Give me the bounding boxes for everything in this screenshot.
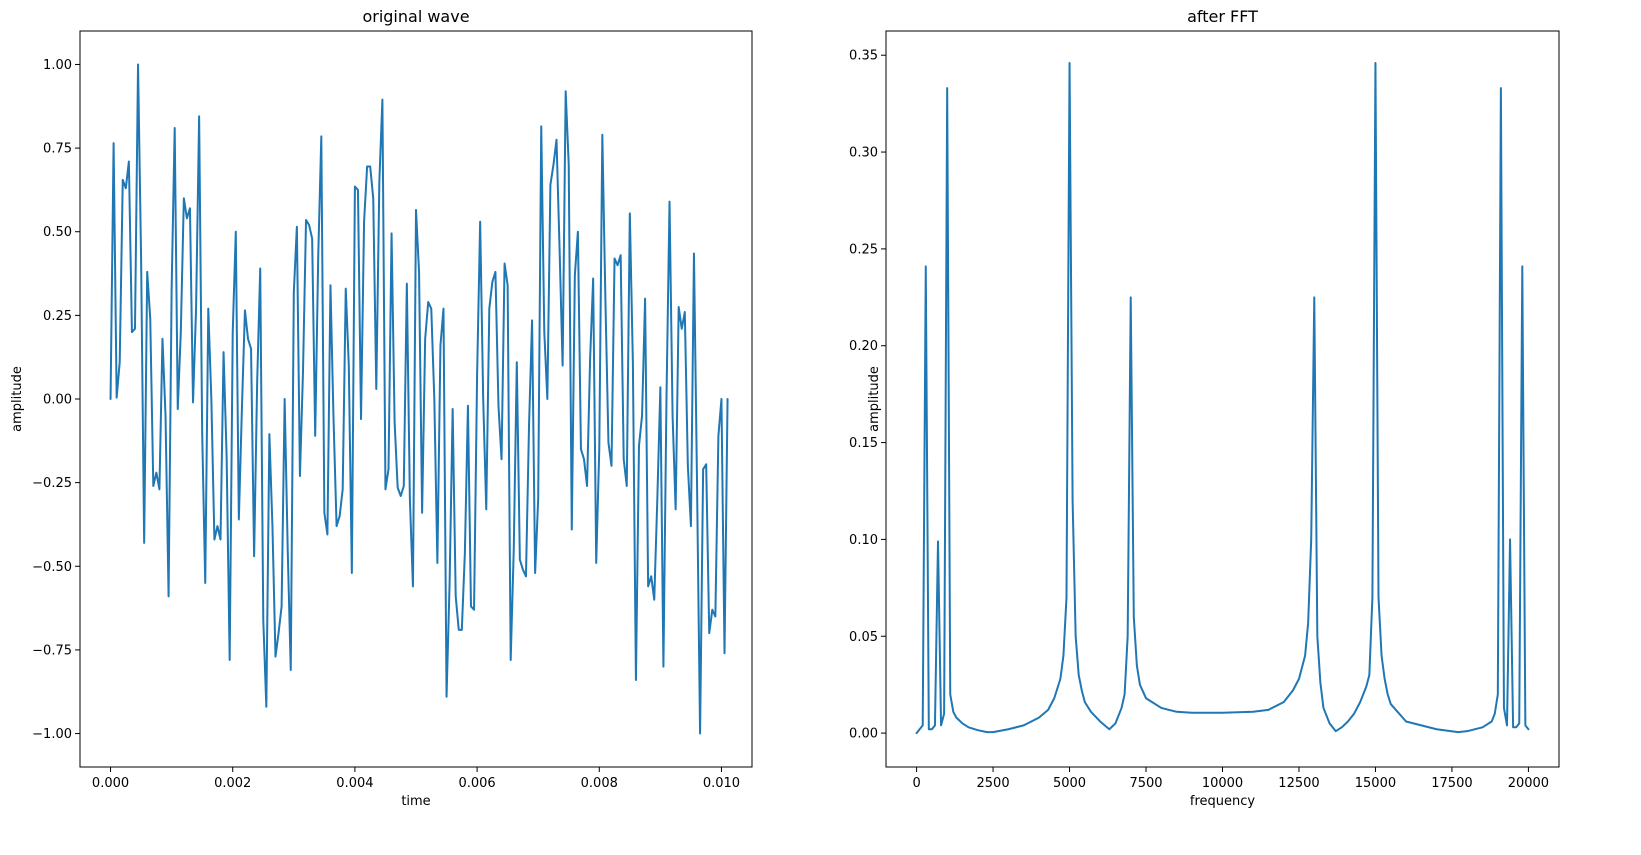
- y-tick-label: 1.00: [43, 58, 72, 73]
- x-tick-label: 0.008: [581, 776, 618, 791]
- y-tick-label: 0.05: [849, 630, 878, 645]
- y-tick-label: 0.25: [849, 242, 878, 257]
- x-tick-label: 12500: [1278, 776, 1319, 791]
- x-tick-label: 0: [912, 776, 920, 791]
- x-tick-label: 0.004: [336, 776, 373, 791]
- y-tick-label: 0.20: [849, 339, 878, 354]
- x-tick-label: 2500: [977, 776, 1010, 791]
- y-tick-label: 0.30: [849, 146, 878, 161]
- x-tick-label: 17500: [1431, 776, 1472, 791]
- y-tick-label: 0.00: [849, 727, 878, 742]
- series-line-wave: [109, 63, 729, 735]
- x-tick-label: 0.002: [214, 776, 251, 791]
- y-axis-label: amplitude: [10, 366, 25, 432]
- y-tick-label: 0.50: [43, 225, 72, 240]
- y-tick-label: 0.75: [43, 142, 72, 157]
- x-tick-label: 15000: [1355, 776, 1396, 791]
- x-axis-label: frequency: [1190, 794, 1256, 809]
- x-tick-label: 7500: [1129, 776, 1162, 791]
- series-line-spectrum: [915, 61, 1530, 735]
- x-tick-label: 0.000: [92, 776, 129, 791]
- y-tick-label: −0.25: [32, 476, 72, 491]
- y-tick-label: 0.10: [849, 533, 878, 548]
- x-tick-label: 0.006: [458, 776, 495, 791]
- y-tick-label: −0.50: [32, 560, 72, 575]
- chart-title: after FFT: [1187, 7, 1258, 26]
- axes-frame: [885, 30, 1560, 768]
- y-tick-label: 0.00: [43, 393, 72, 408]
- x-tick-label: 0.010: [703, 776, 740, 791]
- y-axis-label: amplitude: [867, 366, 882, 432]
- axes-frame: [79, 30, 753, 768]
- y-tick-label: −0.75: [32, 643, 72, 658]
- y-tick-label: −1.00: [32, 727, 72, 742]
- y-tick-label: 0.35: [849, 49, 878, 64]
- x-axis-label: time: [401, 794, 430, 809]
- y-tick-label: 0.25: [43, 309, 72, 324]
- x-tick-label: 10000: [1202, 776, 1243, 791]
- x-tick-label: 5000: [1053, 776, 1086, 791]
- chart-title: original wave: [362, 7, 469, 26]
- x-tick-label: 20000: [1508, 776, 1549, 791]
- left-chart-original-wave: 0.000 0.002 0.004 0.006 0.008 0.010 −1.00 −0.75…: [10, 7, 753, 809]
- y-tick-label: 0.15: [849, 436, 878, 451]
- right-chart-after-fft: 0 2500 5000 7500 10000 12500 15000 17500 20000 0.…: [849, 7, 1560, 809]
